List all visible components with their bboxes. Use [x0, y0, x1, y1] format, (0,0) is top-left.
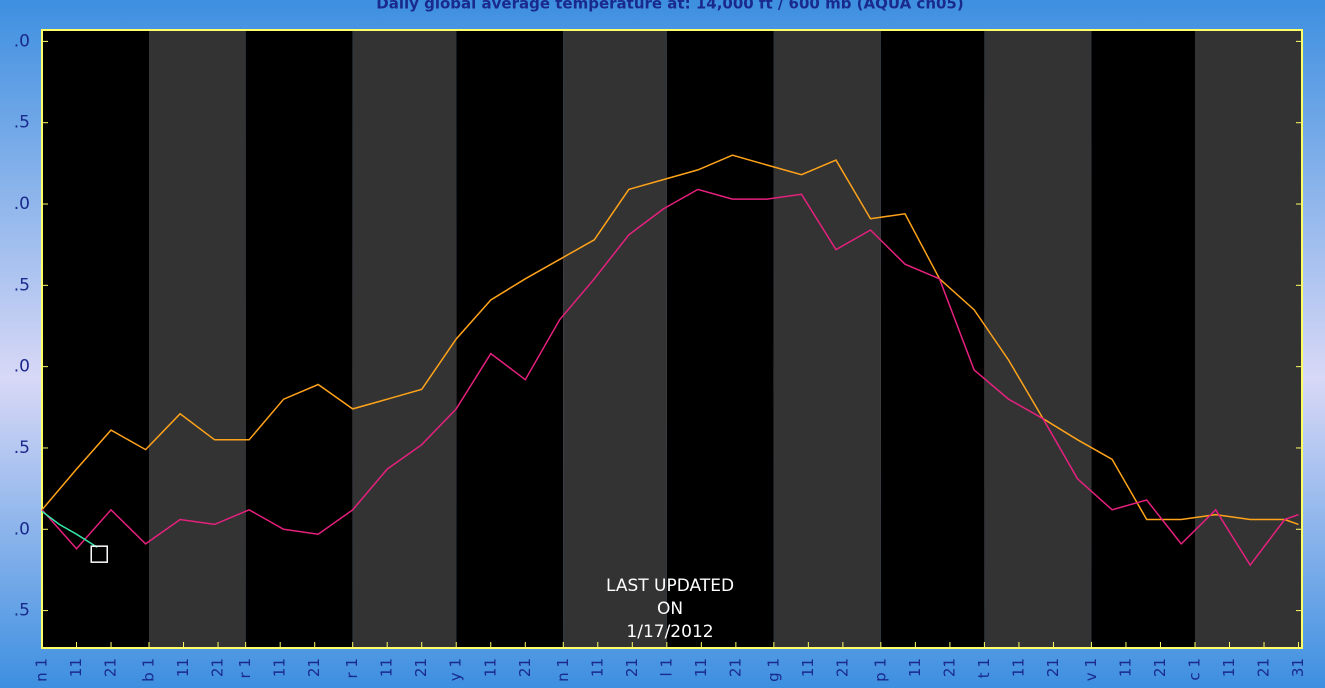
y-tick-label: .5 — [14, 438, 30, 458]
x-tick-label: 11 — [1116, 658, 1134, 677]
annotation: 1/17/2012 — [626, 622, 713, 642]
x-tick-label: 11 — [481, 658, 499, 677]
x-tick-label: 21 — [209, 658, 227, 677]
y-tick-label: .5 — [14, 113, 30, 133]
month-stripe — [456, 30, 564, 648]
month-stripe — [880, 30, 985, 648]
x-tick-label: r 1 — [236, 658, 254, 678]
x-tick-label: 21 — [412, 658, 430, 677]
y-tick-label: .0 — [14, 194, 30, 214]
y-tick-label: .0 — [14, 519, 30, 539]
month-stripe — [984, 30, 1092, 648]
x-tick-label: 21 — [102, 658, 120, 677]
y-tick-label: .5 — [14, 275, 30, 295]
x-tick-label: y 1 — [447, 658, 465, 681]
x-tick-label: n 1 — [554, 658, 572, 682]
x-tick-label: 11 — [588, 658, 606, 677]
month-stripe — [773, 30, 881, 648]
annotation: ON — [657, 599, 683, 619]
x-tick-label: c 1 — [1185, 658, 1203, 681]
x-tick-label: 31 — [1289, 658, 1307, 677]
current-marker — [90, 545, 108, 563]
month-stripe — [666, 30, 774, 648]
month-stripe — [1194, 30, 1302, 648]
x-tick-label: 11 — [174, 658, 192, 677]
x-tick-label: 21 — [940, 658, 958, 677]
x-tick-label: 11 — [271, 658, 289, 677]
x-tick-label: 11 — [1009, 658, 1027, 677]
x-tick-label: t 1 — [975, 658, 993, 678]
x-tick-label: v 1 — [1082, 658, 1100, 681]
x-tick-label: p 1 — [871, 658, 889, 682]
x-tick-label: b 1 — [140, 658, 158, 682]
series-line — [41, 188, 1299, 567]
plot-frame — [41, 29, 1303, 649]
month-stripe — [352, 30, 457, 648]
x-tick-label: 11 — [1220, 658, 1238, 677]
x-tick-label: 21 — [833, 658, 851, 677]
x-tick-label: 11 — [799, 658, 817, 677]
x-tick-label: 21 — [1255, 658, 1273, 677]
plot-area — [42, 30, 1302, 648]
month-stripe — [1091, 30, 1195, 648]
x-tick-label: 21 — [623, 658, 641, 677]
series-line — [41, 510, 98, 548]
x-tick-label: g 1 — [764, 658, 782, 682]
month-stripe — [149, 30, 246, 648]
month-stripe — [563, 30, 667, 648]
y-tick-label: .0 — [14, 357, 30, 377]
chart-title: Daily global average temperature at: 14,… — [376, 0, 963, 13]
y-tick-label: .5 — [14, 601, 30, 621]
annotation: LAST UPDATED — [606, 576, 734, 596]
x-tick-label: 21 — [1151, 658, 1169, 677]
x-tick-label: l 1 — [657, 658, 675, 676]
x-tick-label: 21 — [305, 658, 323, 677]
x-tick-label: 11 — [67, 658, 85, 677]
x-tick-label: 11 — [692, 658, 710, 677]
x-tick-label: n 1 — [33, 658, 51, 682]
x-tick-label: 11 — [378, 658, 396, 677]
series-line — [41, 154, 1299, 526]
x-tick-label: 21 — [516, 658, 534, 677]
x-tick-label: 11 — [906, 658, 924, 677]
month-stripe — [245, 30, 353, 648]
x-tick-label: 21 — [726, 658, 744, 677]
x-tick-label: r 1 — [343, 658, 361, 678]
month-stripe — [42, 30, 150, 648]
y-tick-label: .0 — [14, 31, 30, 51]
x-tick-label: 21 — [1044, 658, 1062, 677]
